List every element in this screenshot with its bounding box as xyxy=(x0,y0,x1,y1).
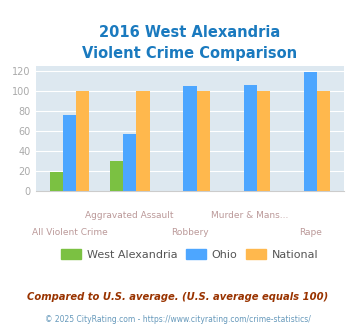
Bar xyxy=(244,85,257,191)
Bar xyxy=(50,172,63,191)
Title: 2016 West Alexandria
Violent Crime Comparison: 2016 West Alexandria Violent Crime Compa… xyxy=(82,25,297,61)
Bar xyxy=(304,72,317,191)
Bar xyxy=(257,91,270,191)
Text: Compared to U.S. average. (U.S. average equals 100): Compared to U.S. average. (U.S. average … xyxy=(27,292,328,302)
Bar xyxy=(317,91,330,191)
Bar xyxy=(110,161,123,191)
Bar xyxy=(76,91,89,191)
Text: © 2025 CityRating.com - https://www.cityrating.com/crime-statistics/: © 2025 CityRating.com - https://www.city… xyxy=(45,315,310,324)
Text: Aggravated Assault: Aggravated Assault xyxy=(86,211,174,220)
Legend: West Alexandria, Ohio, National: West Alexandria, Ohio, National xyxy=(57,245,323,264)
Bar xyxy=(183,86,197,191)
Bar xyxy=(197,91,210,191)
Text: Murder & Mans...: Murder & Mans... xyxy=(212,211,289,220)
Text: Robbery: Robbery xyxy=(171,227,209,237)
Bar xyxy=(123,134,136,191)
Text: All Violent Crime: All Violent Crime xyxy=(32,227,107,237)
Bar xyxy=(136,91,149,191)
Bar xyxy=(63,115,76,191)
Text: Rape: Rape xyxy=(299,227,322,237)
